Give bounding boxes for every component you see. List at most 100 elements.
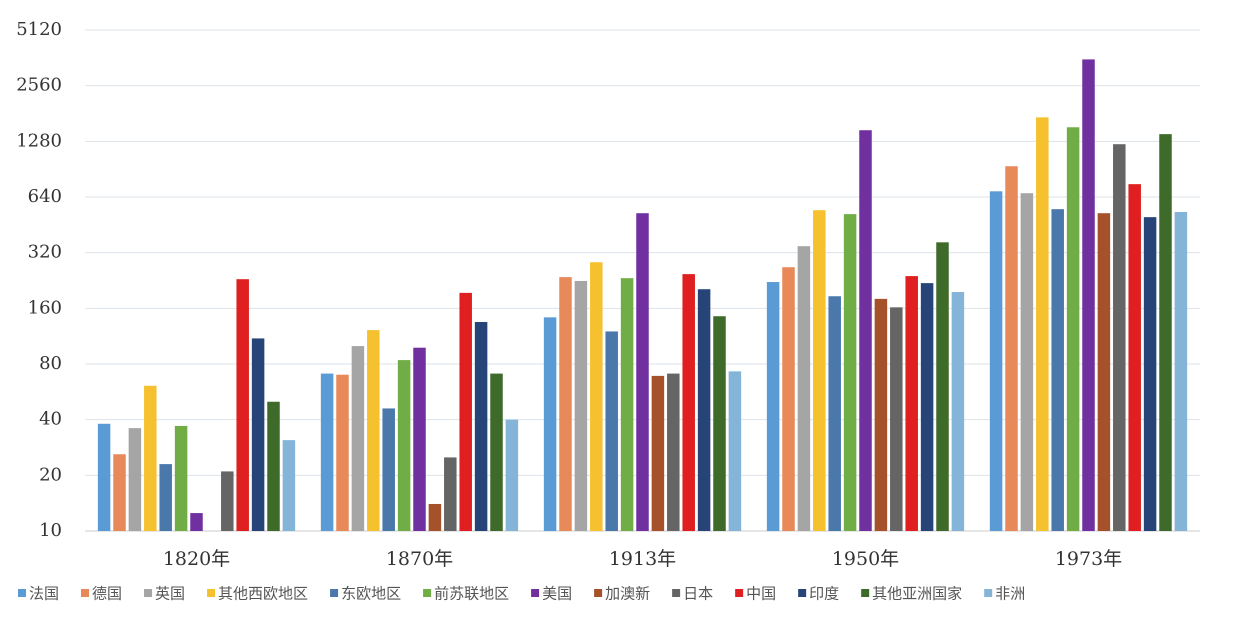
bar <box>351 346 365 531</box>
bar <box>951 292 965 531</box>
x-tick-label: 1913年 <box>609 548 676 570</box>
bar <box>336 374 349 531</box>
legend-swatch <box>144 589 153 597</box>
legend-swatch <box>330 589 339 597</box>
bar <box>282 440 296 531</box>
bar <box>620 278 634 531</box>
legend-label: 东欧地区 <box>341 585 401 603</box>
bar <box>559 277 572 531</box>
bar <box>190 513 203 531</box>
legend-swatch <box>735 589 744 597</box>
bar <box>128 428 142 531</box>
bar <box>1005 166 1018 531</box>
bar <box>859 130 872 531</box>
legend-label: 其他西欧地区 <box>218 585 308 603</box>
bar <box>1143 217 1157 531</box>
bar <box>828 296 841 531</box>
legend-label: 中国 <box>746 585 776 603</box>
y-tick-label: 20 <box>39 464 62 485</box>
bar <box>1082 59 1095 531</box>
y-tick-label: 10 <box>39 520 62 541</box>
bar <box>1097 213 1111 531</box>
bar <box>920 283 934 531</box>
bar <box>428 503 442 531</box>
bar <box>267 401 280 531</box>
bar <box>797 246 811 531</box>
x-tick-label: 1973年 <box>1055 548 1122 570</box>
legend-swatch <box>207 589 216 597</box>
legend-label: 日本 <box>683 585 713 603</box>
x-tick-label: 1950年 <box>832 548 899 570</box>
bar <box>251 338 265 531</box>
y-tick-label: 320 <box>28 242 62 263</box>
bar <box>989 191 1003 531</box>
bar <box>651 375 665 531</box>
bar <box>1159 134 1172 531</box>
y-tick-label: 5120 <box>16 19 62 40</box>
y-tick-label: 80 <box>39 353 62 374</box>
bar <box>782 267 795 531</box>
bar <box>1036 117 1049 532</box>
y-tick-label: 160 <box>28 297 62 318</box>
bar <box>113 454 126 531</box>
bar <box>1066 127 1080 532</box>
legend-label: 英国 <box>155 585 185 603</box>
legend-label: 美国 <box>542 585 572 603</box>
bar <box>682 274 695 531</box>
bar <box>713 316 726 531</box>
legend-swatch <box>861 589 870 597</box>
bar <box>890 307 903 531</box>
bar <box>221 471 234 531</box>
bar <box>459 292 472 531</box>
bar <box>159 464 172 531</box>
bar <box>1113 144 1126 531</box>
bar <box>382 408 395 531</box>
legend-swatch <box>984 589 993 597</box>
bar <box>697 289 711 531</box>
legend-label: 德国 <box>92 585 122 603</box>
bar <box>1174 211 1188 531</box>
x-tick-label: 1870年 <box>386 548 453 570</box>
legend-swatch <box>672 589 681 597</box>
bar <box>667 373 680 531</box>
bar <box>543 317 557 531</box>
bar <box>766 282 780 531</box>
y-tick-label: 640 <box>28 186 62 207</box>
legend-label: 印度 <box>809 585 839 603</box>
legend-swatch <box>531 589 540 597</box>
x-tick-label: 1820年 <box>163 548 230 570</box>
bar <box>474 321 488 531</box>
bar <box>590 262 603 531</box>
bar <box>1020 193 1034 531</box>
bar <box>905 276 918 531</box>
bar <box>1051 209 1064 532</box>
legend-swatch <box>18 589 26 597</box>
bar <box>728 371 742 531</box>
legend-swatch <box>594 589 603 597</box>
legend-label: 其他亚洲国家 <box>872 585 962 603</box>
bar <box>144 385 157 531</box>
legend-label: 前苏联地区 <box>434 585 509 603</box>
legend-swatch <box>423 589 432 597</box>
bar <box>320 373 334 531</box>
bar <box>1128 184 1141 532</box>
bar <box>174 425 188 531</box>
y-tick-label: 40 <box>39 409 62 430</box>
bar <box>605 331 618 531</box>
bar <box>636 213 649 531</box>
bar <box>413 347 426 531</box>
bar <box>236 279 249 531</box>
bar <box>505 419 519 531</box>
bar <box>843 214 857 531</box>
bar <box>97 423 111 531</box>
legend-label: 法国 <box>29 585 59 603</box>
bar <box>936 242 949 531</box>
bar <box>813 210 826 532</box>
legend-label: 加澳新 <box>605 585 650 603</box>
bar <box>444 457 457 531</box>
bar <box>574 280 588 531</box>
y-tick-label: 1280 <box>16 130 62 151</box>
y-tick-label: 2560 <box>16 75 62 96</box>
